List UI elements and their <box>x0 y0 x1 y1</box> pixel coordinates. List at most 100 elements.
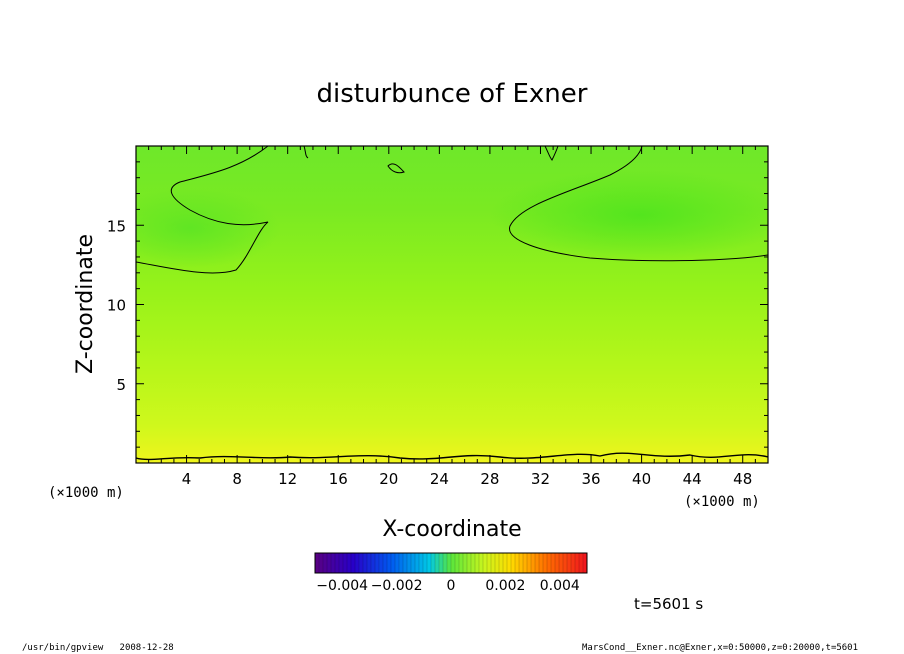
x-axis-label: X-coordinate <box>382 517 521 542</box>
colorbar-cell <box>367 553 372 573</box>
colorbar-cell <box>583 553 588 573</box>
colorbar-cell <box>399 553 404 573</box>
colorbar-cell <box>335 553 340 573</box>
colorbar-cell <box>395 553 400 573</box>
colorbar-cell <box>515 553 520 573</box>
colorbar-cell <box>547 553 552 573</box>
colorbar-tick-label: 0.004 <box>540 578 580 594</box>
colorbar-cell <box>415 553 420 573</box>
colorbar-cell <box>383 553 388 573</box>
x-tick-label: 48 <box>733 470 752 488</box>
colorbar-cell <box>551 553 556 573</box>
x-tick-label: 28 <box>480 470 499 488</box>
x-unit-right: (×1000 m) <box>684 494 760 510</box>
colorbar-cell <box>327 553 332 573</box>
colorbar-cell <box>531 553 536 573</box>
colorbar-cell <box>519 553 524 573</box>
colorbar-tick-label: 0.002 <box>485 578 525 594</box>
colorbar-cell <box>351 553 356 573</box>
y-tick-label: 15 <box>107 217 126 235</box>
colorbar-cell <box>483 553 488 573</box>
colorbar-cell <box>539 553 544 573</box>
colorbar-cell <box>499 553 504 573</box>
colorbar-cell <box>379 553 384 573</box>
colorbar-cell <box>495 553 500 573</box>
x-tick-label: 44 <box>683 470 702 488</box>
colorbar-tick-label: 0 <box>447 578 456 594</box>
colorbar-cell <box>407 553 412 573</box>
colorbar-cell <box>523 553 528 573</box>
colorbar-cell <box>559 553 564 573</box>
colorbar-cell <box>439 553 444 573</box>
colorbar-cell <box>451 553 456 573</box>
colorbar-cell <box>463 553 468 573</box>
y-tick-label: 5 <box>116 376 126 394</box>
colorbar-cell <box>511 553 516 573</box>
chart-title: disturbunce of Exner <box>317 79 588 109</box>
x-ticks: 4 8 12 16 20 24 28 32 36 40 44 48 <box>148 146 756 488</box>
zero-contour-bottom <box>136 452 768 461</box>
x-tick-label: 24 <box>430 470 449 488</box>
colorbar-cell <box>447 553 452 573</box>
heatmap-field <box>136 146 768 463</box>
colorbar-cell <box>527 553 532 573</box>
colorbar-cell <box>487 553 492 573</box>
colorbar-cell <box>319 553 324 573</box>
zero-contour-upper-right <box>509 146 768 262</box>
colorbar-cell <box>479 553 484 573</box>
y-axis-label: Z-coordinate <box>73 234 98 374</box>
time-label: t=5601 s <box>634 595 703 613</box>
colorbar-cell <box>423 553 428 573</box>
y-ticks: 5 10 15 <box>107 161 768 448</box>
colorbar-cell <box>323 553 328 573</box>
x-tick-label: 36 <box>581 470 600 488</box>
colorbar-cell <box>355 553 360 573</box>
colorbar-cell <box>375 553 380 573</box>
x-unit-left: (×1000 m) <box>48 485 124 501</box>
colorbar-cell <box>371 553 376 573</box>
colorbar-cell <box>403 553 408 573</box>
colorbar-cell <box>387 553 392 573</box>
colorbar-cell <box>475 553 480 573</box>
colorbar-tick-label: −0.002 <box>371 578 423 594</box>
colorbar-cell <box>467 553 472 573</box>
colorbar-cell <box>411 553 416 573</box>
colorbar-cell <box>555 553 560 573</box>
colorbar-cell <box>315 553 320 573</box>
footer-right: MarsCond__Exner.nc@Exner,x=0:50000,z=0:2… <box>582 643 858 653</box>
footer-left: /usr/bin/gpview 2008-12-28 <box>22 643 174 653</box>
colorbar-cell <box>455 553 460 573</box>
colorbar-cell <box>431 553 436 573</box>
x-tick-label: 32 <box>531 470 550 488</box>
colorbar-cell <box>503 553 508 573</box>
colorbar-cell <box>471 553 476 573</box>
colorbar-cell <box>567 553 572 573</box>
colorbar-cell <box>339 553 344 573</box>
colorbar-frame <box>314 552 588 574</box>
x-tick-label: 8 <box>232 470 242 488</box>
x-tick-label: 12 <box>278 470 297 488</box>
colorbar-cell <box>543 553 548 573</box>
colorbar-cell <box>427 553 432 573</box>
colorbar-ticks: −0.004 −0.002 0 0.002 0.004 <box>316 578 580 594</box>
colorbar-tick-label: −0.004 <box>316 578 368 594</box>
colorbar-cell <box>343 553 348 573</box>
colorbar-cell <box>575 553 580 573</box>
x-tick-label: 4 <box>182 470 192 488</box>
colorbar-cell <box>563 553 568 573</box>
colorbar-cell <box>571 553 576 573</box>
colorbar-cell <box>419 553 424 573</box>
zero-contour-upper-left <box>136 146 269 274</box>
x-tick-label: 20 <box>379 470 398 488</box>
colorbar-cell <box>331 553 336 573</box>
colorbar <box>314 553 588 573</box>
colorbar-cell <box>507 553 512 573</box>
colorbar-cell <box>347 553 352 573</box>
colorbar-cell <box>535 553 540 573</box>
colorbar-cell <box>443 553 448 573</box>
zero-contour-top-mid <box>303 146 559 174</box>
colorbar-cell <box>435 553 440 573</box>
colorbar-cell <box>459 553 464 573</box>
